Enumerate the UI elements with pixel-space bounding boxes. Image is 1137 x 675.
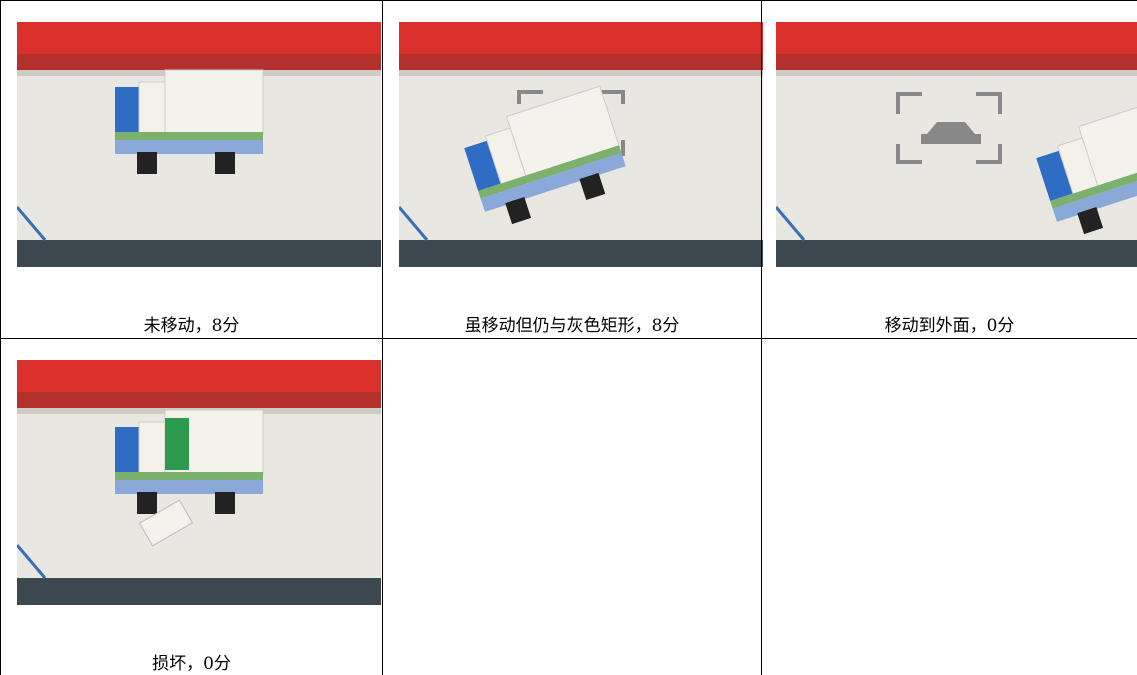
table-cell: 未移动，8分	[0, 0, 382, 338]
table-cell: 移动到外面，0分	[761, 0, 1137, 338]
photo	[17, 22, 381, 267]
caption: 未移动，8分	[143, 316, 240, 336]
caption: 损坏，0分	[152, 654, 231, 674]
table-cell	[761, 338, 1137, 675]
table-cell	[382, 338, 761, 675]
photo	[776, 22, 1137, 267]
photo	[17, 360, 381, 605]
table-cell: 损坏，0分	[0, 338, 382, 675]
table-cell: 虽移动但仍与灰色矩形，8分	[382, 0, 761, 338]
caption: 移动到外面，0分	[884, 316, 1015, 336]
caption: 虽移动但仍与灰色矩形，8分	[464, 316, 680, 336]
photo	[399, 22, 763, 267]
